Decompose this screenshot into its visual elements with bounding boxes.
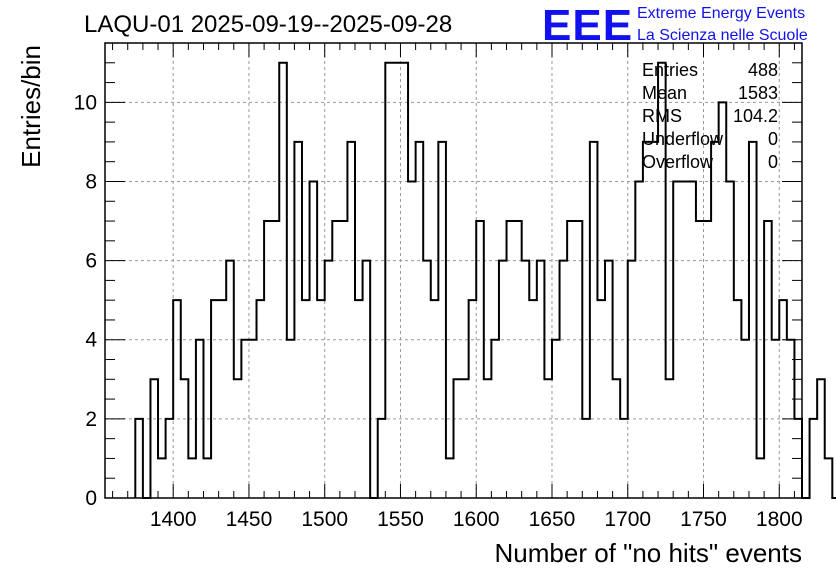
x-tick-label: 1800 — [756, 508, 803, 531]
x-tick-label: 1600 — [453, 508, 500, 531]
grid-lines — [105, 43, 802, 498]
stats-mean-value: 1583 — [738, 83, 778, 103]
axis-ticks — [105, 42, 802, 499]
stats-box: Entries 488 Mean 1583 RMS 104.2 Underflo… — [642, 60, 778, 172]
y-tick-label: 6 — [85, 250, 97, 273]
y-tick-label: 10 — [74, 91, 97, 114]
y-tick-label: 8 — [85, 170, 97, 193]
tick-labels: 1400 1450 1500 1550 1600 1650 1700 1750 1800 0 2 4 6… — [74, 91, 803, 531]
y-tick-label: 2 — [85, 408, 97, 431]
y-axis-title: Entries/bin — [16, 45, 46, 168]
eee-logo: EEE Extreme Energy Events La Scienza nel… — [542, 1, 808, 50]
stats-underflow-label: Underflow — [642, 129, 724, 149]
stats-mean-label: Mean — [642, 83, 687, 103]
eee-logo-line1: Extreme Energy Events — [637, 5, 805, 22]
stats-rms-value: 104.2 — [733, 106, 778, 126]
x-tick-label: 1500 — [301, 508, 348, 531]
histogram-outline — [134, 61, 836, 499]
x-axis-title: Number of "no hits" events — [495, 538, 803, 568]
x-tick-label: 1450 — [226, 508, 273, 531]
stats-rms-label: RMS — [642, 106, 682, 126]
stats-entries-label: Entries — [642, 60, 698, 80]
eee-logo-letters: EEE — [542, 1, 633, 50]
x-tick-label: 1550 — [377, 508, 424, 531]
x-tick-label: 1750 — [680, 508, 727, 531]
stats-underflow-value: 0 — [768, 129, 778, 149]
x-tick-label: 1700 — [604, 508, 651, 531]
y-tick-label: 4 — [85, 329, 97, 352]
x-tick-label: 1400 — [150, 508, 197, 531]
plot-frame — [104, 42, 803, 499]
eee-logo-line2: La Scienza nelle Scuole — [637, 27, 808, 44]
chart-title: LAQU-01 2025-09-19--2025-09-28 — [84, 11, 452, 38]
y-tick-label: 0 — [85, 487, 97, 510]
stats-overflow-label: Overflow — [642, 152, 714, 172]
x-tick-label: 1650 — [529, 508, 576, 531]
stats-overflow-value: 0 — [768, 152, 778, 172]
stats-entries-value: 488 — [748, 60, 778, 80]
